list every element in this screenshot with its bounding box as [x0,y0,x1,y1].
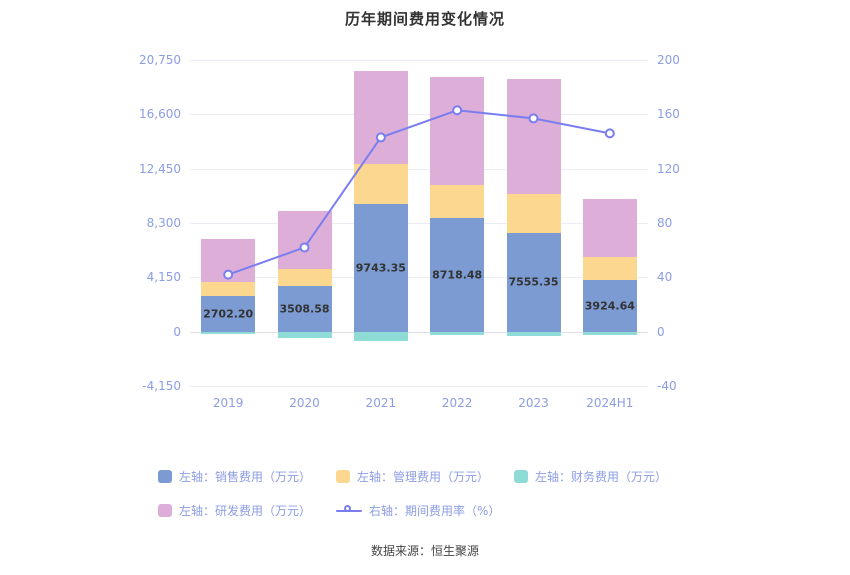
x-axis-label: 2019 [212,396,244,410]
bar-value-label: 3508.58 [279,302,330,316]
gridline [190,168,648,170]
bar-segment-management [582,257,637,281]
legend-swatch-rnd [158,504,172,517]
chart-legend: 左轴：销售费用（万元） 左轴：管理费用（万元） 左轴：财务费用（万元） 左轴：研发费用… [158,468,692,519]
gridline [190,60,648,61]
bar-value-label: 3924.64 [584,299,635,313]
left-axis-tick-label: 20,750 [139,53,181,67]
legend-item-management[interactable]: 左轴：管理费用（万元） [336,468,514,485]
x-axis-label: 2023 [518,396,549,410]
legend-item-line[interactable]: 右轴：期间费用率（%） [336,502,514,519]
x-axis-label: 2022 [441,396,473,410]
legend-label: 左轴：财务费用（万元） [535,470,668,484]
right-axis-tick-label: 120 [657,161,680,176]
right-axis-tick-label: 200 [657,53,680,67]
legend-item-sales[interactable]: 左轴：销售费用（万元） [158,468,336,485]
legend-label: 左轴：销售费用（万元） [179,470,312,484]
legend-swatch-finance [514,470,528,483]
right-axis-tick-label: 40 [657,270,673,285]
x-axis-label: 2021 [365,396,397,410]
x-axis-label: 2024H1 [586,396,634,410]
bar-segment-rnd [506,78,561,195]
bar-segment-management [353,163,408,205]
right-axis-tick-label: 160 [657,107,680,122]
left-axis-tick-label: 4,150 [146,270,181,285]
bar-segment-rnd [582,199,637,258]
gridline [190,223,648,224]
bar-segment-sales [277,285,332,332]
left-axis-tick-label: 16,600 [139,107,181,122]
legend-label: 左轴：研发费用（万元） [179,504,312,518]
bar-segment-finance [353,331,408,342]
x-axis-label: 2020 [289,396,320,410]
gridline [190,331,648,333]
legend-line-marker-icon [336,504,362,517]
legend-swatch-sales [158,470,172,483]
bar-value-label: 2702.20 [203,307,254,321]
bar-segment-management [506,194,561,233]
gridline [190,114,648,116]
right-axis-tick-label: 80 [657,216,673,230]
bar-value-label: 7555.35 [508,275,559,289]
legend-swatch-management [336,470,350,483]
bar-segment-finance [201,331,256,334]
chart-plot-area: 20,750 200 16,600 160 12,450 120 8,300 80 4,150 4… [139,53,680,410]
bar-segment-rnd [430,77,485,186]
left-axis-tick-label: 0 [173,324,181,339]
bar-segment-management [277,269,332,286]
bar-segment-rnd [353,71,408,164]
legend-label: 右轴：期间费用率（%） [369,504,501,518]
chart-title: 历年期间费用变化情况 [344,10,505,28]
bar-segment-finance [277,331,332,339]
left-axis-tick-label: 8,300 [146,216,181,230]
gridline [190,386,648,387]
right-axis-tick-label: -40 [657,379,677,393]
bar-segment-management [201,281,256,297]
bar-segment-finance [506,331,561,337]
line-marker-icon [604,128,615,139]
bar-segment-sales [582,280,637,332]
left-axis-tick-label: 12,450 [139,161,181,176]
right-axis-tick-label: 0 [657,324,665,339]
gridline [190,277,648,279]
bar-value-label: 9743.35 [355,261,406,275]
bar-segment-rnd [201,239,256,282]
bar-segment-sales [201,296,256,332]
bar-segment-finance [430,331,485,335]
legend-item-finance[interactable]: 左轴：财务费用（万元） [514,468,692,485]
legend-item-rnd[interactable]: 左轴：研发费用（万元） [158,502,336,519]
bar-value-label: 8718.48 [432,268,483,282]
bar-segment-management [430,185,485,218]
bar-segment-finance [582,331,637,335]
legend-label: 左轴：管理费用（万元） [357,470,490,484]
data-source-note: 数据来源：恒生聚源 [370,544,479,558]
bar-segment-rnd [277,211,332,270]
left-axis-tick-label: -4,150 [142,379,181,393]
